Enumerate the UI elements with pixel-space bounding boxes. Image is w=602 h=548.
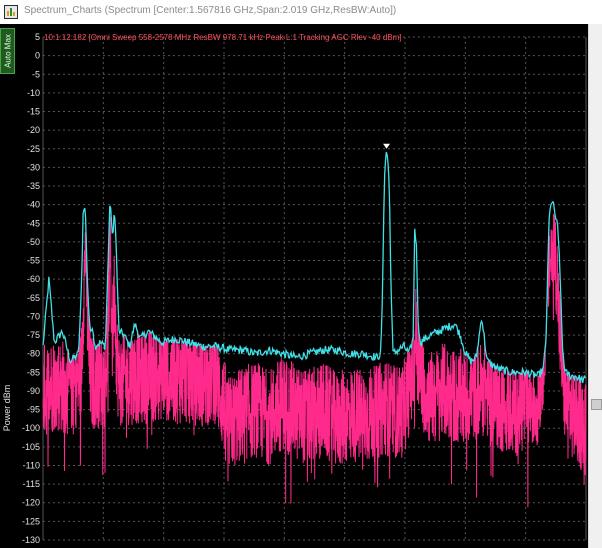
y-tick-label: -65 [27,293,40,303]
y-tick-label: -115 [23,479,40,489]
spectrum-chart[interactable]: Auto Max Power dBm 5 0 -5 -10 -15 -20 -25 -30 -3… [0,24,602,548]
y-tick-label: -90 [27,386,40,396]
vertical-scrollbar[interactable] [588,24,602,548]
y-axis-label: Power dBm [2,384,12,432]
y-tick-label: -5 [32,69,40,79]
y-tick-label: -110 [23,460,40,470]
y-tick-labels: 5 0 -5 -10 -15 -20 -25 -30 -35 -40 -45 -50 -55 -60 -65… [22,32,40,545]
y-tick-label: -105 [22,442,40,452]
y-tick-label: -80 [27,349,40,359]
y-tick-label: -20 [27,125,40,135]
max-hold-trace [42,151,587,384]
y-tick-label: 0 [35,51,40,61]
left-axis-strip: Auto Max Power dBm [0,24,15,548]
y-tick-label: -50 [27,237,40,247]
y-tick-label: -30 [27,162,40,172]
y-tick-label: -45 [27,218,40,228]
auto-max-label: Auto Max [3,34,12,68]
y-tick-label: -70 [27,311,40,321]
peak-marker [383,143,391,149]
plot-background [15,24,588,548]
y-tick-label: -130 [22,535,40,545]
title-bar: Spectrum_Charts (Spectrum [Center:1.5678… [0,0,602,25]
y-tick-label: -60 [27,274,40,284]
window-title: Spectrum_Charts (Spectrum [Center:1.5678… [24,5,397,16]
auto-max-button[interactable]: Auto Max [0,28,15,74]
y-tick-label: -100 [22,423,40,433]
y-tick-label: 5 [35,32,40,42]
y-tick-label: -125 [22,516,40,526]
y-tick-label: -15 [27,107,40,117]
y-tick-label: -40 [27,200,40,210]
y-tick-label: -120 [22,498,40,508]
y-tick-label: -85 [27,367,40,377]
spectrum-app-icon [4,5,18,19]
y-tick-label: -35 [27,181,40,191]
y-tick-label: -95 [27,405,40,415]
scrollbar-thumb[interactable] [591,399,602,410]
y-tick-label: -25 [27,144,40,154]
y-tick-label: -55 [27,256,40,266]
y-tick-label: -10 [27,88,40,98]
sweep-info-text: 10:1:12:182 [Omni Sweep 558-2578 MHz Res… [44,33,402,42]
plot-svg: 5 0 -5 -10 -15 -20 -25 -30 -35 -40 -45 -50 -55 -60 -65… [15,24,588,548]
y-tick-label: -75 [27,330,40,340]
